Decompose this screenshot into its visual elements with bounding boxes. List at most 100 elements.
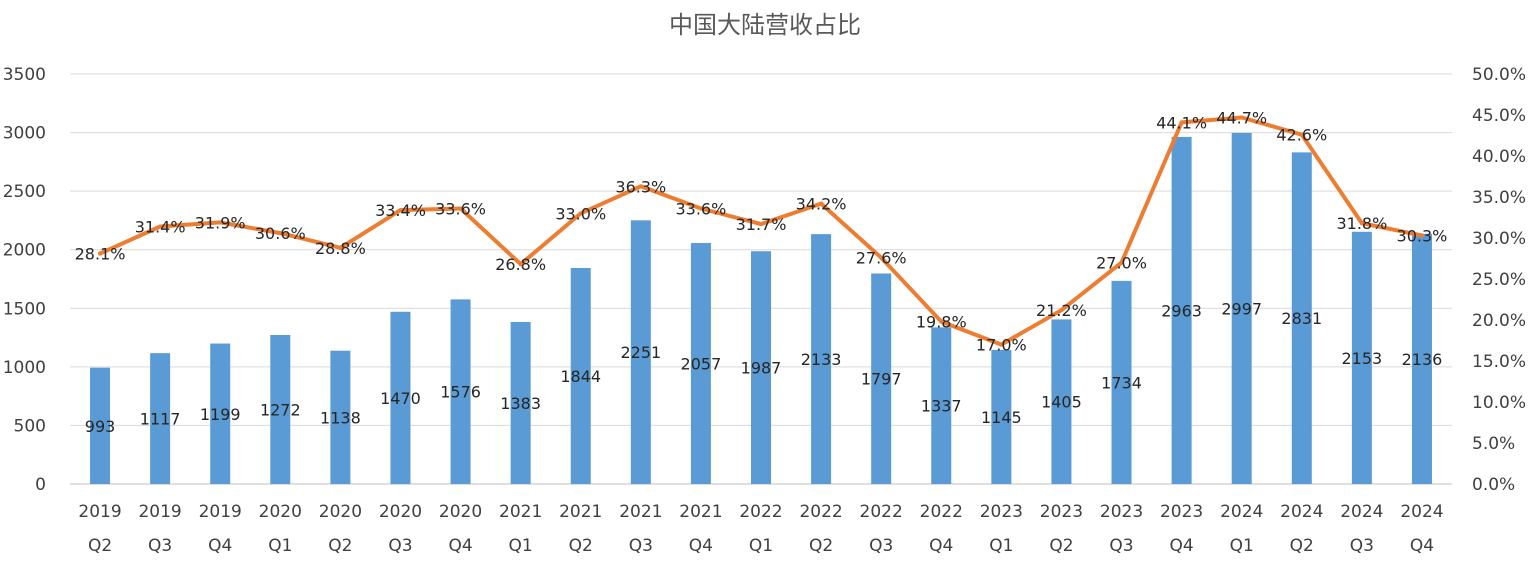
x-tick-quarter: Q2 bbox=[1290, 536, 1314, 556]
x-tick-quarter: Q1 bbox=[268, 536, 292, 556]
bar-value-label: 1405 bbox=[1041, 393, 1082, 412]
left-y-tick-label: 3000 bbox=[3, 124, 46, 144]
bar-value-label: 1987 bbox=[741, 359, 782, 378]
right-y-tick-label: 20.0% bbox=[1472, 311, 1526, 331]
bar bbox=[390, 311, 411, 484]
x-tick-quarter: Q3 bbox=[148, 536, 172, 556]
x-tick-year: 2024 bbox=[1220, 502, 1263, 522]
bar bbox=[1291, 152, 1312, 484]
line-value-label: 28.8% bbox=[315, 239, 366, 258]
bar-value-label: 1117 bbox=[140, 410, 181, 429]
line-value-label: 42.6% bbox=[1276, 126, 1327, 145]
line-point bbox=[638, 184, 643, 189]
line-value-label: 33.6% bbox=[675, 199, 726, 218]
x-tick-quarter: Q1 bbox=[989, 536, 1013, 556]
bar-value-label: 1797 bbox=[861, 370, 902, 389]
bar-value-label: 2251 bbox=[620, 343, 661, 362]
left-y-tick-label: 2000 bbox=[3, 241, 46, 261]
bar-data-labels: 993 1117 1199 1272 1138 1470 1576 1383 1844 2251 2… bbox=[85, 299, 1443, 435]
bar-value-label: 1383 bbox=[500, 394, 541, 413]
x-tick-quarter: Q4 bbox=[929, 536, 953, 556]
right-y-tick-label: 50.0% bbox=[1472, 65, 1526, 85]
line-point bbox=[1359, 221, 1364, 226]
line-value-label: 31.8% bbox=[1336, 214, 1387, 233]
x-tick-year: 2022 bbox=[739, 502, 782, 522]
x-tick-quarter: Q4 bbox=[1170, 536, 1194, 556]
line-point bbox=[518, 262, 523, 267]
line-value-label: 33.4% bbox=[375, 201, 426, 220]
right-y-tick-label: 40.0% bbox=[1472, 147, 1526, 167]
bar bbox=[871, 273, 892, 484]
bar bbox=[330, 350, 351, 484]
x-tick-quarter: Q2 bbox=[328, 536, 352, 556]
bar-value-label: 2057 bbox=[681, 355, 722, 374]
x-tick-year: 2022 bbox=[920, 502, 963, 522]
line-value-label: 44.1% bbox=[1156, 113, 1207, 132]
bar bbox=[270, 334, 291, 484]
right-y-axis: 0.0% 5.0% 10.0% 15.0% 20.0% 25.0% 30.0% 35.0% 40… bbox=[1472, 65, 1526, 495]
x-tick-quarter: Q1 bbox=[749, 536, 773, 556]
bar bbox=[510, 321, 531, 484]
x-tick-quarter: Q3 bbox=[1350, 536, 1374, 556]
bar bbox=[1051, 319, 1072, 484]
line-point bbox=[98, 251, 103, 256]
x-tick-quarter: Q3 bbox=[1109, 536, 1133, 556]
line-value-label: 27.6% bbox=[856, 249, 907, 268]
bar-series bbox=[90, 132, 1432, 485]
x-tick-year: 2024 bbox=[1280, 502, 1323, 522]
line-point bbox=[698, 206, 703, 211]
bar bbox=[1111, 280, 1132, 484]
line-value-label: 30.6% bbox=[255, 224, 306, 243]
bar-value-label: 2963 bbox=[1161, 301, 1202, 320]
left-y-tick-label: 0 bbox=[35, 475, 46, 495]
x-tick-year: 2023 bbox=[1040, 502, 1083, 522]
line-point bbox=[759, 222, 763, 227]
x-tick-year: 2022 bbox=[860, 502, 903, 522]
bar-value-label: 2997 bbox=[1221, 299, 1262, 318]
bar-value-label: 2136 bbox=[1402, 350, 1443, 369]
bar-value-label: 1199 bbox=[200, 405, 241, 424]
line-point bbox=[578, 211, 583, 216]
bar bbox=[150, 353, 171, 484]
x-tick-quarter: Q3 bbox=[629, 536, 653, 556]
bar-value-label: 1844 bbox=[560, 367, 601, 386]
bar bbox=[991, 349, 1012, 484]
x-tick-year: 2020 bbox=[319, 502, 362, 522]
bar bbox=[1351, 231, 1372, 484]
x-tick-year: 2022 bbox=[799, 502, 842, 522]
line-value-label: 21.2% bbox=[1036, 301, 1087, 320]
line-point bbox=[338, 245, 343, 250]
x-tick-quarter: Q2 bbox=[569, 536, 593, 556]
bar-value-label: 1337 bbox=[921, 397, 962, 416]
x-tick-year: 2020 bbox=[439, 502, 482, 522]
x-tick-year: 2020 bbox=[259, 502, 302, 522]
x-tick-quarter: Q1 bbox=[1230, 536, 1254, 556]
x-tick-year: 2024 bbox=[1340, 502, 1383, 522]
x-tick-year: 2021 bbox=[619, 502, 662, 522]
left-y-tick-label: 1000 bbox=[3, 358, 46, 378]
right-y-tick-label: 10.0% bbox=[1472, 393, 1526, 413]
line-point bbox=[458, 206, 463, 211]
line-value-label: 36.3% bbox=[615, 177, 666, 196]
x-tick-year: 2023 bbox=[980, 502, 1023, 522]
bar-value-label: 2133 bbox=[801, 350, 842, 369]
x-tick-quarter: Q4 bbox=[208, 536, 232, 556]
line-value-label: 26.8% bbox=[495, 255, 546, 274]
x-tick-quarter: Q2 bbox=[1049, 536, 1073, 556]
bar-value-label: 1272 bbox=[260, 400, 301, 419]
x-tick-year: 2019 bbox=[138, 502, 181, 522]
line-point bbox=[1179, 120, 1184, 125]
line-point bbox=[1299, 132, 1304, 137]
right-y-tick-label: 45.0% bbox=[1472, 106, 1526, 126]
left-y-tick-label: 3500 bbox=[3, 65, 46, 85]
bar bbox=[751, 251, 771, 484]
line-point bbox=[1059, 308, 1064, 313]
right-y-tick-label: 15.0% bbox=[1472, 352, 1526, 372]
x-tick-year: 2021 bbox=[499, 502, 542, 522]
line-data-labels: 28.1% 31.4% 31.9% 30.6% 28.8% 33.4% 33.6% 26.8%… bbox=[75, 108, 1448, 354]
x-tick-year: 2023 bbox=[1160, 502, 1203, 522]
bar bbox=[1171, 136, 1192, 485]
bar bbox=[811, 234, 832, 484]
line-value-label: 30.3% bbox=[1397, 227, 1448, 246]
